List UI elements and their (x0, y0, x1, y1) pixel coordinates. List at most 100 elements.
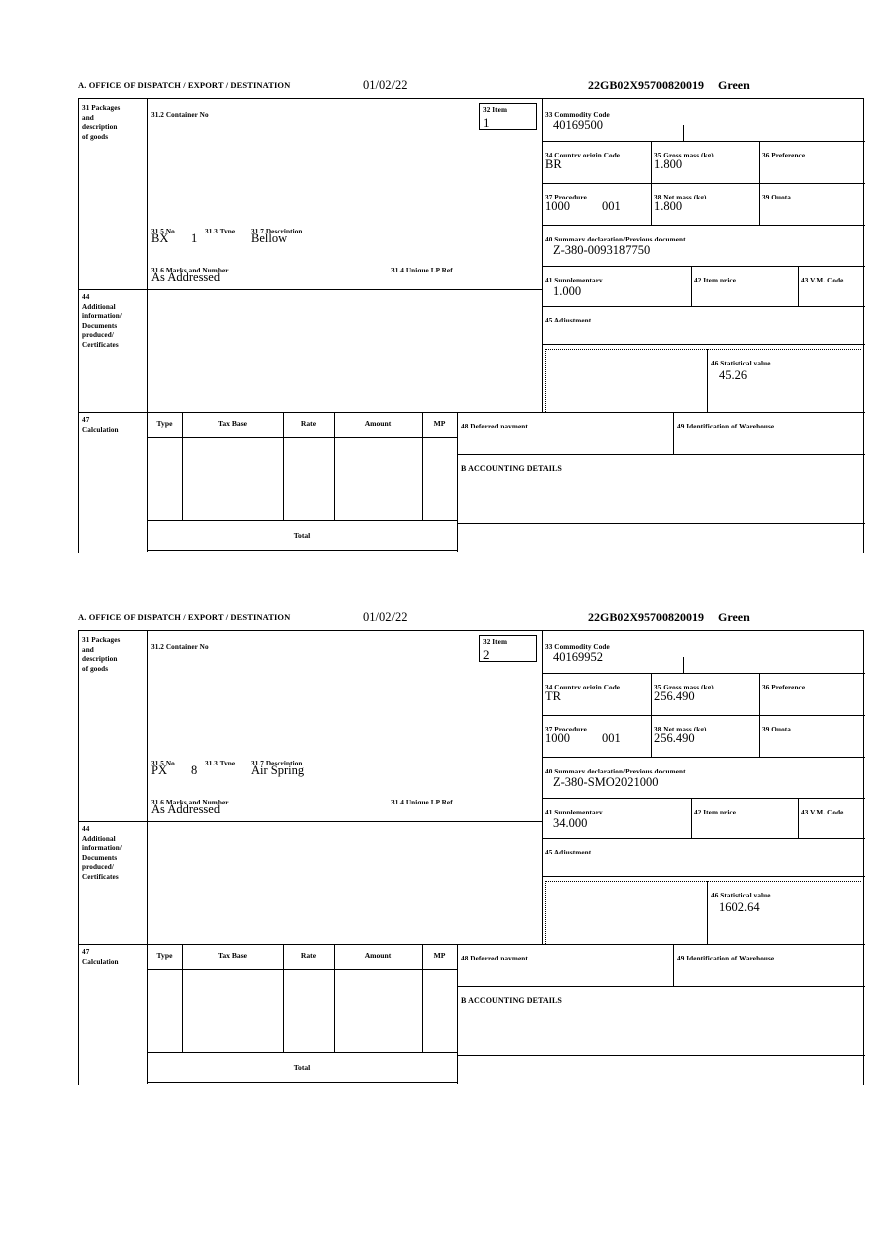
box-46-dotted-left-2 (545, 881, 546, 944)
box-31-6-value[interactable]: As Addressed (151, 271, 221, 284)
box-40-value-2[interactable]: Z-380-SMO2021000 (553, 776, 659, 789)
calculation-section-top-rule (79, 412, 865, 413)
box-47-line-1: Calculation (82, 425, 119, 434)
box-41-value-2[interactable]: 34.000 (553, 817, 588, 830)
box-31-4-label: 31.4 Unique LP Ref (391, 267, 453, 272)
calc-total-bottom-rule (147, 550, 457, 551)
box-44-line-4: produced/ (82, 331, 114, 339)
box-39-label: 39 Quota (762, 194, 791, 199)
box-46-value[interactable]: 45.26 (719, 369, 748, 382)
box-44-line-2-2: information/ (82, 844, 122, 852)
box-44-line-4-2: produced/ (82, 863, 114, 871)
form-header: A. OFFICE OF DISPATCH / EXPORT / DESTINA… (78, 78, 864, 98)
box-34-label-2: 34 Country origin Code (545, 684, 621, 689)
box-31-3-value[interactable]: 1 (191, 232, 198, 245)
box-46-value-2[interactable]: 1602.64 (719, 901, 760, 914)
form-body-2: 31 Packages and description of goods 31.… (78, 630, 865, 1085)
box-46-dotted-top (545, 349, 861, 350)
calc-col-amount (422, 412, 423, 520)
calc-header-rate: Rate (300, 419, 317, 428)
box-35-36-divider (759, 141, 760, 183)
box-41-42-divider (691, 266, 692, 306)
box-37-value-main-2[interactable]: 1000 (545, 732, 570, 745)
box-31-6-value-2[interactable]: As Addressed (151, 803, 221, 816)
box-31-7-value-2[interactable]: Air Spring (251, 764, 305, 777)
box-38-value-2[interactable]: 256.490 (654, 732, 695, 745)
box-32-value-2[interactable]: 2 (483, 646, 490, 662)
box-44-line-1-2: Additional (82, 834, 116, 843)
box-37-bottom-rule-2 (542, 757, 865, 758)
box-37-value-sub-2[interactable]: 001 (602, 732, 621, 745)
calc-total-label-2: Total (293, 1063, 311, 1072)
box-48-label-2: 48 Deferred payment (461, 955, 528, 960)
calc-header-amount: Amount (364, 419, 392, 428)
calc-header-type: Type (156, 419, 173, 428)
box-38-label: 38 Net mass (kg) (654, 194, 707, 199)
box-44-divider-2 (147, 821, 148, 944)
box-35-value-2[interactable]: 256.490 (654, 690, 695, 703)
box-45-label: 45 Adjustment (545, 317, 592, 322)
box-38-value[interactable]: 1.800 (654, 200, 683, 213)
box-33-label: 33 Commodity Code (545, 111, 610, 119)
calc-header-mp-2: MP (433, 951, 446, 960)
box-32-value[interactable]: 1 (483, 114, 490, 130)
box-31-5-value[interactable]: BX (151, 232, 169, 245)
box-45-bottom-rule-2 (542, 876, 865, 877)
box-31-2-label-2: 31.2 Container No (151, 643, 209, 650)
box-42-43-divider-2 (798, 798, 799, 838)
box-34-value[interactable]: BR (545, 158, 562, 171)
calc-total-bottom-rule-2 (147, 1082, 457, 1083)
box-41-label: 41 Supplementary (545, 277, 603, 282)
box-31-5-value-2[interactable]: PX (151, 764, 167, 777)
box-37-38-divider (651, 183, 652, 225)
box-33-commodity-code: 33 Commodity Code (545, 104, 860, 144)
box-48-bottom-rule-2 (457, 986, 865, 987)
box-31-line-3-2: of goods (82, 664, 109, 673)
box-32-label: 32 Item (483, 106, 508, 114)
box-b-bottom-rule-2 (457, 1055, 865, 1056)
box-31-line-0: 31 Packages (82, 104, 121, 112)
box-31-3-value-2[interactable]: 8 (191, 764, 198, 777)
box-37-value-sub[interactable]: 001 (602, 200, 621, 213)
box-31-label-2: 31 Packages and description of goods (79, 631, 147, 821)
pane-divider-upper-2 (542, 631, 543, 944)
box-37-bottom-rule (542, 225, 865, 226)
box-38-39-divider (759, 183, 760, 225)
box-40-bottom-rule (542, 266, 865, 267)
mrn-lane: Green (718, 78, 750, 92)
box-31-2-value[interactable] (155, 119, 525, 135)
box-41-value[interactable]: 1.000 (553, 285, 582, 298)
box-35-value[interactable]: 1.800 (654, 158, 683, 171)
box-32-item: 32 Item 1 (479, 103, 537, 130)
box-31-5-label-2: 31.5 No (151, 760, 175, 765)
box-44-line-0: 44 (82, 293, 90, 301)
box-44-line-5: Certificates (82, 340, 119, 349)
mrn-reference-2: 22GB02X95700820019 Green (588, 610, 750, 625)
box-41-bottom-rule (542, 306, 865, 307)
box-40-label: 40 Summary declaration/Previous document (545, 236, 686, 241)
box-48-49-divider (673, 412, 674, 454)
box-44-line-0-2: 44 (82, 825, 90, 833)
box-33-value[interactable]: 40169500 (553, 119, 603, 132)
box-37-label-2: 37 Procedure (545, 726, 587, 731)
box-37-value-main[interactable]: 1000 (545, 200, 570, 213)
box-33-tick-2 (683, 657, 684, 673)
box-45-label-2: 45 Adjustment (545, 849, 592, 854)
pane-divider-lower-2 (457, 944, 458, 1084)
box-31-7-value[interactable]: Bellow (251, 232, 288, 245)
box-34-35-divider (651, 141, 652, 183)
box-40-label-2: 40 Summary declaration/Previous document (545, 768, 686, 773)
box-47-line-0-2: 47 (82, 948, 90, 956)
box-31-2-container-no-2: 31.2 Container No (151, 636, 531, 650)
box-44-label: 44 Additional information/ Documents pro… (79, 293, 147, 408)
box-34-value-2[interactable]: TR (545, 690, 561, 703)
box-31-bottom-rule (79, 289, 542, 290)
box-46-dotted-top-2 (545, 881, 861, 882)
box-36-label-2: 36 Preference (762, 684, 806, 689)
box-40-value[interactable]: Z-380-0093187750 (553, 244, 651, 257)
box-31-2-value-2[interactable] (155, 651, 525, 667)
calc-col-type (182, 412, 183, 520)
box-33-value-2[interactable]: 40169952 (553, 651, 603, 664)
box-46-dotted-left (545, 349, 546, 412)
